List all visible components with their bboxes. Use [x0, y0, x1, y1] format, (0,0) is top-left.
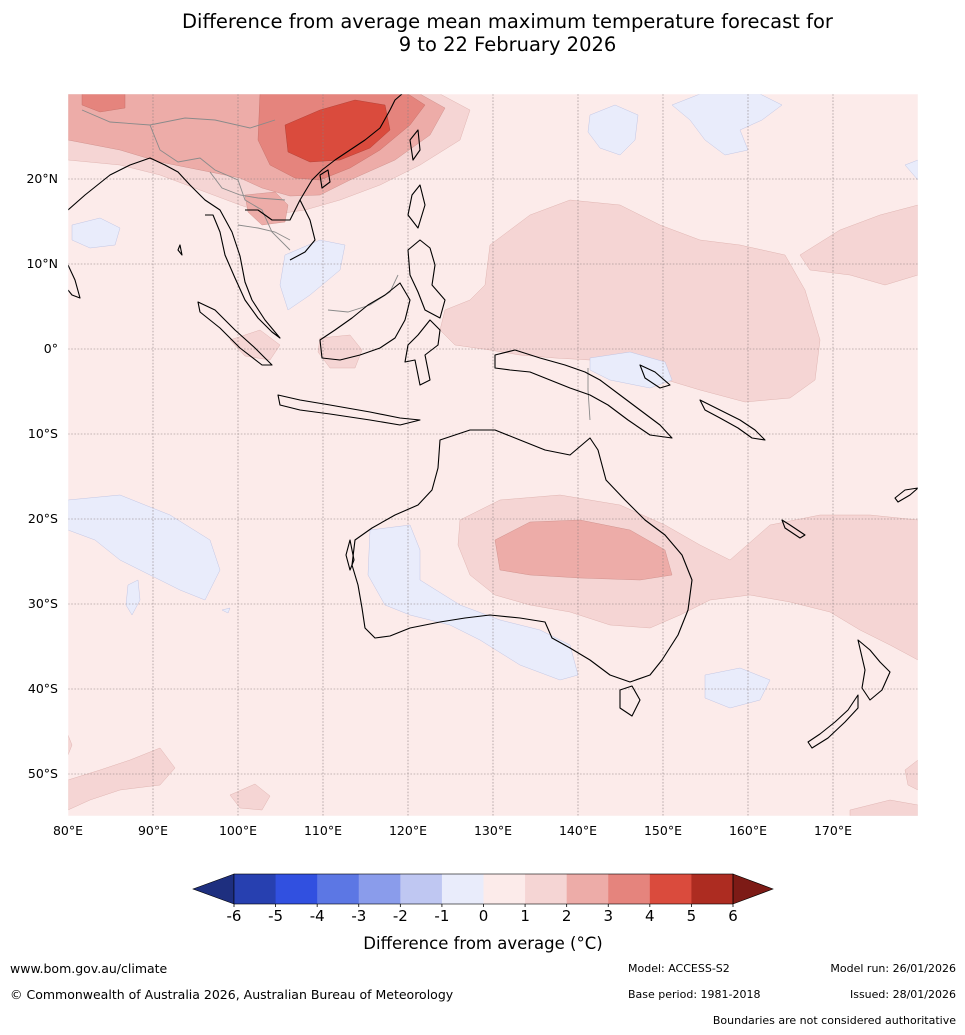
colorbar-label: -2 — [392, 907, 408, 925]
lat-label-20s: 20°S — [27, 511, 58, 526]
issued-date: Issued: 28/01/2026 — [849, 988, 956, 1001]
colorbar-label: -3 — [351, 907, 367, 925]
lon-label-170e: 170°E — [813, 823, 852, 838]
colorbar-bin — [234, 874, 277, 904]
colorbar-bin — [525, 874, 568, 904]
title-line-2: 9 to 22 February 2026 — [398, 33, 617, 56]
map-frame — [67, 93, 919, 817]
colorbar-bin — [649, 874, 692, 904]
map-graticule — [68, 94, 918, 816]
colorbar-bin — [691, 874, 734, 904]
colorbar-bin — [608, 874, 651, 904]
website-link[interactable]: www.bom.gov.au/climate — [10, 961, 168, 976]
lon-label-140e: 140°E — [558, 823, 597, 838]
colorbar-bin — [441, 874, 484, 904]
colorbar-label: 6 — [728, 907, 738, 925]
lon-label-110e: 110°E — [303, 823, 342, 838]
lon-label-130e: 130°E — [473, 823, 512, 838]
country-boundaries — [81, 109, 591, 421]
lat-label-20n: 20°N — [26, 171, 58, 186]
lat-label-40s: 40°S — [27, 681, 58, 696]
colorbar-label: -4 — [309, 907, 325, 925]
lat-label-10s: 10°S — [27, 426, 58, 441]
colorbar-bin — [358, 874, 401, 904]
map-plot-area — [68, 94, 918, 816]
model-name: Model: ACCESS-S2 — [628, 962, 730, 975]
colorbar-extend-low — [192, 873, 235, 905]
lat-label-equator: 0° — [43, 341, 58, 356]
colorbar-label: 2 — [561, 907, 572, 925]
anomaly-field-0-to-1 — [68, 94, 918, 816]
colorbar — [192, 873, 774, 907]
lon-label-90e: 90°E — [137, 823, 169, 838]
lat-label-30s: 30°S — [27, 596, 58, 611]
colorbar-bins — [234, 874, 734, 904]
colorbar-label: 1 — [520, 907, 530, 925]
colorbar-title: Difference from average (°C) — [363, 934, 603, 953]
colorbar-label: 4 — [645, 907, 655, 925]
title-line-1: Difference from average mean maximum tem… — [182, 10, 833, 33]
colorbar-label: -1 — [434, 907, 450, 925]
lon-label-100e: 100°E — [218, 823, 257, 838]
colorbar-bin — [483, 874, 526, 904]
colorbar-bin — [317, 874, 360, 904]
base-period: Base period: 1981-2018 — [628, 988, 761, 1001]
coastlines — [68, 94, 918, 749]
boundaries-disclaimer: Boundaries are not considered authoritat… — [712, 1014, 956, 1027]
lat-label-10n: 10°N — [26, 256, 58, 271]
colorbar-label: -6 — [226, 907, 242, 925]
anomaly-regions-4-to-5 — [284, 99, 391, 163]
lon-label-150e: 150°E — [643, 823, 682, 838]
lon-label-120e: 120°E — [388, 823, 427, 838]
colorbar-label: -5 — [268, 907, 284, 925]
model-run-date: Model run: 26/01/2026 — [830, 962, 956, 975]
lat-label-50s: 50°S — [27, 766, 58, 781]
colorbar-bin — [566, 874, 609, 904]
lon-label-160e: 160°E — [728, 823, 767, 838]
colorbar-bin — [275, 874, 318, 904]
colorbar-ticks — [233, 904, 734, 907]
lon-label-80e: 80°E — [52, 823, 84, 838]
colorbar-bin — [400, 874, 443, 904]
colorbar-label: 5 — [686, 907, 697, 925]
copyright-text: © Commonwealth of Australia 2026, Austra… — [10, 987, 454, 1002]
map-title: Difference from average mean maximum tem… — [0, 10, 965, 56]
colorbar-label: 3 — [603, 907, 614, 925]
colorbar-extend-high — [732, 873, 774, 905]
anomaly-regions-minus-1-to-0 — [68, 94, 918, 709]
colorbar-label: 0 — [478, 907, 489, 925]
